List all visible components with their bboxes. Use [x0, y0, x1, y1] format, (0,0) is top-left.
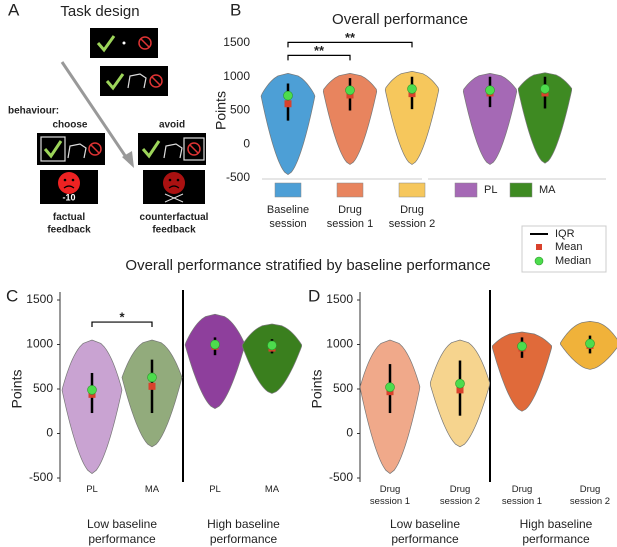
- counterfactual-label: counterfactual feedback: [140, 212, 209, 236]
- violin: [517, 72, 573, 164]
- legend-swatch: [398, 182, 426, 198]
- significance-bracket: [287, 54, 351, 61]
- median: [455, 378, 465, 389]
- median: [345, 85, 355, 96]
- factual-outcome: -10: [62, 192, 75, 202]
- legend-swatch: [509, 182, 533, 198]
- key: [521, 225, 607, 273]
- violin: [260, 73, 316, 176]
- screen: [37, 133, 105, 165]
- y-tick-label: 1000: [223, 69, 250, 83]
- avoid-label: avoid: [159, 120, 185, 131]
- mean: [456, 386, 464, 394]
- x-tick-label: Drug session 1: [502, 484, 542, 507]
- section-title: Overall performance stratified by baseli…: [125, 257, 490, 274]
- behaviour-label: behaviour:: [8, 106, 59, 117]
- y-tick-label: 500: [230, 103, 250, 117]
- screen: [100, 66, 168, 96]
- arrow: [60, 61, 130, 161]
- screen: [90, 28, 158, 58]
- y-tick-label: 500: [333, 381, 353, 395]
- y-tick-label: -500: [226, 170, 250, 184]
- factual-screen: [40, 170, 98, 204]
- mean: [148, 382, 156, 390]
- violin: [384, 70, 440, 165]
- y-tick-label: 0: [243, 136, 250, 150]
- y-tick-label: 0: [46, 426, 53, 440]
- y-tick-label: 500: [33, 381, 53, 395]
- group-label: High baseline performance: [520, 517, 593, 546]
- legend-label: Baseline session: [267, 204, 309, 230]
- arrow-head: [122, 151, 134, 168]
- y-tick-label: 0: [346, 426, 353, 440]
- x-tick-label: MA: [265, 484, 280, 495]
- median: [517, 341, 527, 352]
- violin: [492, 331, 552, 412]
- panel-label: C: [6, 286, 18, 305]
- legend-swatch: [336, 182, 364, 198]
- median: [585, 338, 595, 349]
- y-tick-label: -500: [329, 470, 353, 484]
- median: [210, 339, 220, 350]
- x-tick-label: PL: [86, 484, 98, 495]
- factual-label: factual feedback: [47, 212, 91, 236]
- median: [147, 372, 157, 383]
- significance-bracket: [91, 321, 153, 328]
- median: [540, 84, 550, 94]
- panel-label: D: [308, 286, 320, 305]
- legend-label: Drug session 1: [327, 204, 373, 230]
- legend-swatch: [274, 182, 302, 198]
- key-label: IQR: [555, 228, 575, 240]
- median: [87, 385, 97, 395]
- y-axis-label: Points: [213, 91, 229, 130]
- task-title: Task design: [60, 3, 139, 20]
- screen: [138, 133, 206, 165]
- y-axis-label: Points: [309, 370, 325, 409]
- mean: [284, 100, 292, 108]
- significance-label: **: [345, 30, 356, 45]
- y-tick-label: 1500: [326, 292, 353, 306]
- violin: [184, 313, 246, 409]
- x-tick-label: Drug session 2: [570, 484, 610, 507]
- significance-bracket: [287, 41, 413, 48]
- y-tick-label: 1500: [223, 35, 250, 49]
- significance-label: *: [119, 309, 125, 324]
- legend-label: PL: [484, 184, 497, 196]
- legend-label: MA: [539, 184, 556, 196]
- chart-title: Overall performance: [332, 11, 468, 28]
- y-tick-label: 1000: [26, 337, 53, 351]
- counterfactual-screen: [143, 170, 205, 204]
- median: [385, 382, 395, 393]
- median: [485, 85, 495, 96]
- median: [407, 84, 417, 94]
- violin: [322, 73, 378, 165]
- y-axis-label: Points: [9, 370, 25, 409]
- choose-label: choose: [52, 120, 87, 131]
- key-label: Median: [555, 255, 591, 267]
- y-tick-label: -500: [29, 470, 53, 484]
- group-label: Low baseline performance: [390, 517, 460, 546]
- violin: [462, 73, 518, 165]
- group-label: High baseline performance: [207, 517, 280, 546]
- panel-label: A: [8, 0, 20, 19]
- violin: [241, 323, 303, 394]
- y-tick-label: 1500: [26, 292, 53, 306]
- legend-label: Drug session 2: [389, 204, 435, 230]
- panel-label: B: [230, 0, 241, 19]
- group-label: Low baseline performance: [87, 517, 157, 546]
- median: [267, 340, 277, 351]
- median: [283, 90, 293, 101]
- x-tick-label: Drug session 2: [440, 484, 480, 507]
- key-label: Mean: [555, 241, 583, 253]
- x-tick-label: Drug session 1: [370, 484, 410, 507]
- x-tick-label: MA: [145, 484, 160, 495]
- significance-label: **: [314, 43, 325, 58]
- legend-swatch: [454, 182, 478, 198]
- x-tick-label: PL: [209, 484, 221, 495]
- y-tick-label: 1000: [326, 337, 353, 351]
